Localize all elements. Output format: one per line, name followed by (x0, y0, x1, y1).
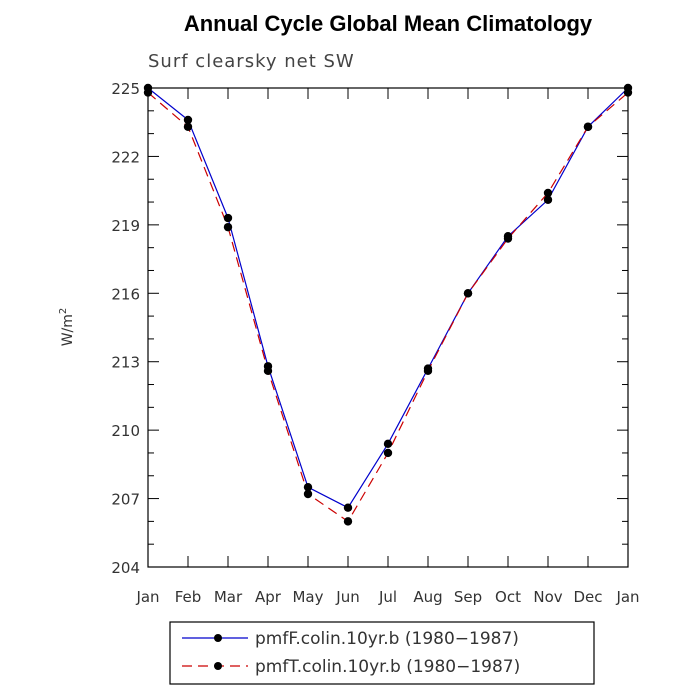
x-axis: Jan Feb Mar Apr May Jun Jul Aug Sep Oct Nov Dec Jan (135, 88, 640, 606)
data-point-series-2 (543, 188, 553, 198)
y-tick-label: 225 (111, 80, 140, 98)
x-tick-label: Dec (573, 588, 602, 606)
x-tick-label: Jun (335, 588, 359, 606)
data-point-series-2 (583, 122, 593, 131)
legend-marker-series-2 (214, 662, 222, 670)
plot-frame (147, 87, 629, 568)
data-point-series-2 (383, 448, 393, 458)
data-point-series-2 (263, 366, 273, 376)
chart-subtitle: Surf clearsky net SW (148, 51, 355, 72)
series-layer (143, 83, 633, 526)
x-tick-label: Jul (378, 588, 397, 606)
data-point-series-1 (183, 115, 193, 125)
data-point-series-2 (463, 289, 473, 298)
x-tick-label: Mar (214, 588, 243, 606)
y-axis-label-base: W/m (60, 314, 76, 346)
legend-marker-series-1 (214, 634, 222, 642)
x-tick-label: Sep (454, 588, 482, 606)
data-point-series-2 (223, 222, 233, 232)
y-tick-label: 207 (111, 491, 140, 509)
y-tick-label: 216 (111, 285, 140, 303)
legend: pmfF.colin.10yr.b (1980−1987) pmfT.colin… (169, 621, 595, 685)
data-point-series-1 (383, 439, 393, 449)
data-point-series-1 (343, 503, 353, 512)
y-tick-label: 219 (111, 217, 140, 235)
y-axis: 204 207 210 213 216 219 222 225 (111, 80, 628, 577)
x-tick-label: Oct (495, 588, 521, 606)
data-point-series-2 (343, 517, 353, 526)
data-point-series-2 (183, 122, 193, 131)
legend-label-series-2: pmfT.colin.10yr.b (1980−1987) (255, 657, 520, 677)
x-tick-label: Nov (533, 588, 562, 606)
data-point-series-2 (423, 366, 433, 376)
x-tick-label: Apr (255, 588, 282, 606)
data-point-series-1 (543, 195, 553, 204)
legend-box (169, 621, 595, 685)
y-tick-label: 204 (111, 559, 140, 577)
data-point-series-2 (143, 88, 153, 97)
y-axis-label: W/m2 (58, 308, 76, 347)
legend-label-series-1: pmfF.colin.10yr.b (1980−1987) (255, 629, 519, 649)
x-tick-label: May (292, 588, 323, 606)
data-point-series-1 (303, 482, 313, 492)
x-tick-label: Jan (135, 588, 159, 606)
x-tick-label: Aug (413, 588, 442, 606)
data-point-series-2 (303, 489, 313, 499)
y-tick-label: 210 (111, 422, 140, 440)
y-axis-label-superscript: 2 (58, 308, 69, 314)
chart-title: Annual Cycle Global Mean Climatology (184, 11, 593, 36)
y-tick-label: 222 (111, 148, 140, 166)
y-tick-label: 213 (111, 354, 140, 372)
x-tick-label: Jan (615, 588, 639, 606)
data-point-series-2 (623, 88, 633, 97)
data-point-series-1 (223, 213, 233, 223)
x-tick-label: Feb (175, 588, 202, 606)
data-point-series-2 (503, 234, 513, 243)
